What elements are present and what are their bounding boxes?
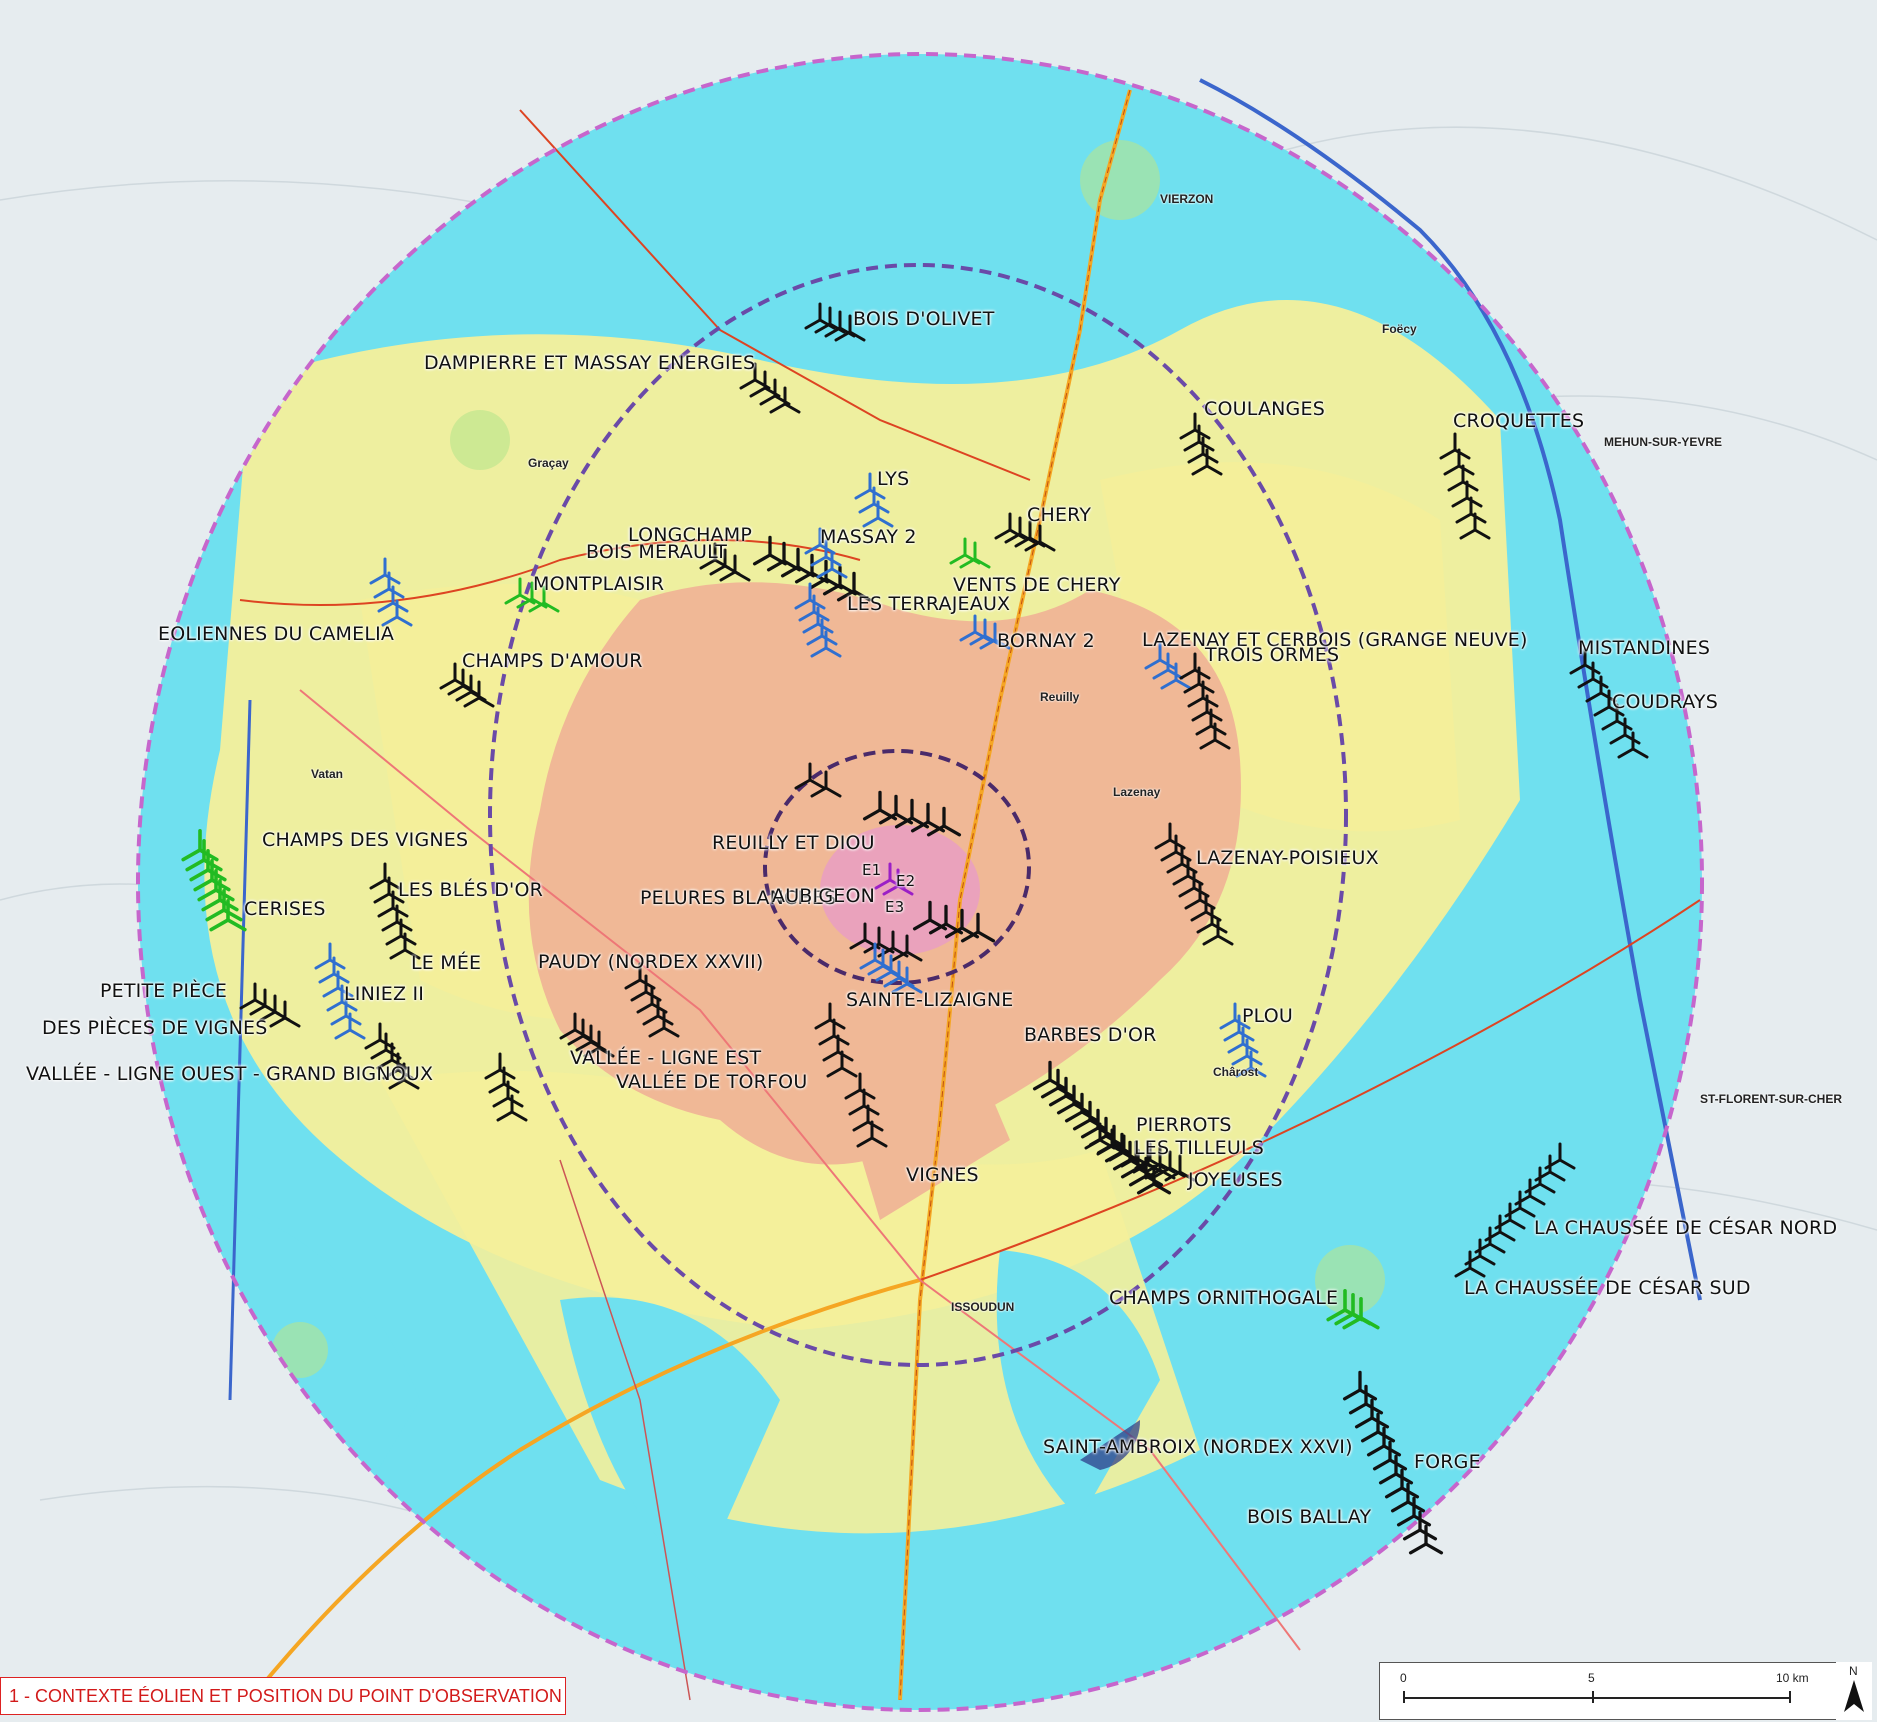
label-trois-ormes: TROIS ORMES [1205,644,1340,666]
label-vallee-ligne-est: VALLÉE - LIGNE EST [570,1047,762,1069]
town-gracay: Graçay [528,456,569,470]
label-vignes: VIGNES [906,1164,979,1186]
label-chaussee-cesar-sud: LA CHAUSSÉE DE CÉSAR SUD [1464,1277,1751,1299]
north-arrow: N [1836,1662,1872,1720]
label-saint-ambroix: SAINT-AMBROIX (NORDEX XXVI) [1043,1436,1353,1458]
town-mehun: MEHUN-SUR-YEVRE [1604,435,1723,449]
scale-tick-0: 0 [1400,1671,1407,1685]
label-champs-damour: CHAMPS D'AMOUR [462,650,643,672]
label-paudy: PAUDY (NORDEX XXVII) [538,951,764,973]
label-champs-des-vignes: CHAMPS DES VIGNES [262,829,469,851]
label-coulanges: COULANGES [1204,398,1325,420]
label-pelures-blanches: PELURES BLANCHES [640,887,837,909]
label-bois-dolivet: BOIS D'OLIVET [853,308,995,330]
label-mistandines: MISTANDINES [1578,637,1711,659]
label-le-mee: LE MÉE [411,952,482,974]
label-les-bles-dor: LES BLÉS D'OR [398,879,544,901]
label-vallee-ligne-ouest: VALLÉE - LIGNE OUEST - GRAND BIGNOUX [26,1063,434,1085]
label-aubigeon: AUBIGEON [772,885,876,907]
label-forge: FORGE [1414,1451,1481,1473]
label-des-pieces-de-vignes: DES PIÈCES DE VIGNES [42,1017,268,1039]
scale-tick-mark [1592,1691,1594,1703]
label-cerises: CERISES [244,898,326,920]
label-e1: E1 [862,861,882,879]
label-bois-ballay: BOIS BALLAY [1247,1506,1372,1528]
label-croquettes: CROQUETTES [1453,410,1585,432]
label-chaussee-cesar-nord: LA CHAUSSÉE DE CÉSAR NORD [1534,1217,1838,1239]
label-e3: E3 [885,898,905,916]
label-coudrays: COUDRAYS [1612,691,1718,713]
label-champs-ornithogale: CHAMPS ORNITHOGALE [1109,1287,1339,1309]
town-lazenay: Lazenay [1113,785,1161,799]
roads [228,78,1702,1702]
middle-ring [488,263,1348,1367]
town-reuilly: Reuilly [1040,690,1080,704]
label-chery: CHERY [1027,504,1092,526]
label-pierrots: PIERROTS [1136,1114,1232,1136]
label-les-terrajeaux: LES TERRAJEAUX [847,593,1011,615]
label-bois-merault: BOIS MERAULT [586,541,728,563]
town-st-florent: ST-FLORENT-SUR-CHER [1700,1092,1842,1106]
scale-tick-10: 10 km [1776,1671,1809,1685]
town-vierzon: VIERZON [1160,192,1214,206]
label-massay-2: MASSAY 2 [820,526,917,548]
scale-tick-mark [1403,1691,1405,1703]
label-plou: PLOU [1242,1005,1294,1027]
label-lazenay-poisieux: LAZENAY-POISIEUX [1196,847,1379,869]
label-joyeuses: JOYEUSES [1188,1169,1283,1191]
label-sainte-lizaigne: SAINTE-LIZAIGNE [846,989,1014,1011]
label-les-tilleuls: LES TILLEULS [1134,1137,1265,1159]
scale-tick-mark [1789,1691,1791,1703]
outer-ring [136,52,1704,1712]
label-longchamp: LONGCHAMP [628,524,753,546]
town-foecy: Foëcy [1382,322,1417,336]
town-issoudun: ISSOUDUN [951,1300,1015,1314]
label-lys: LYS [877,468,910,490]
label-liniez-ii: LINIEZ II [344,983,425,1005]
label-barbes-dor: BARBES D'OR [1024,1024,1157,1046]
inner-ring [763,749,1031,985]
label-vallee-de-torfou: VALLÉE DE TORFOU [616,1071,808,1093]
scale-bar: 0 5 10 km [1379,1662,1839,1720]
north-arrow-icon [1844,1680,1864,1712]
label-dampierre-massay: DAMPIERRE ET MASSAY ENERGIES [424,352,756,374]
label-bornay-2: BORNAY 2 [997,630,1095,652]
label-petite-piece: PETITE PIÈCE [100,980,228,1002]
saint-ambroix-sector [1080,1420,1141,1470]
label-vents-de-chery: VENTS DE CHERY [953,574,1121,596]
label-lazenay-cerbois: LAZENAY ET CERBOIS (GRANGE NEUVE) [1142,629,1528,651]
town-vatan: Vatan [311,767,344,781]
label-e2: E2 [896,872,916,890]
map-caption: 1 - CONTEXTE ÉOLIEN ET POSITION DU POINT… [0,1677,566,1715]
town-charost: Chârost [1213,1065,1259,1079]
scale-tick-5: 5 [1588,1671,1595,1685]
label-reuilly-et-diou: REUILLY ET DIOU [712,832,875,854]
north-label: N [1849,1664,1858,1678]
scale-line [1404,1697,1790,1699]
label-eoliennes-camelia: EOLIENNES DU CAMELIA [158,623,395,645]
label-montplaisir: MONTPLAISIR [533,573,665,595]
